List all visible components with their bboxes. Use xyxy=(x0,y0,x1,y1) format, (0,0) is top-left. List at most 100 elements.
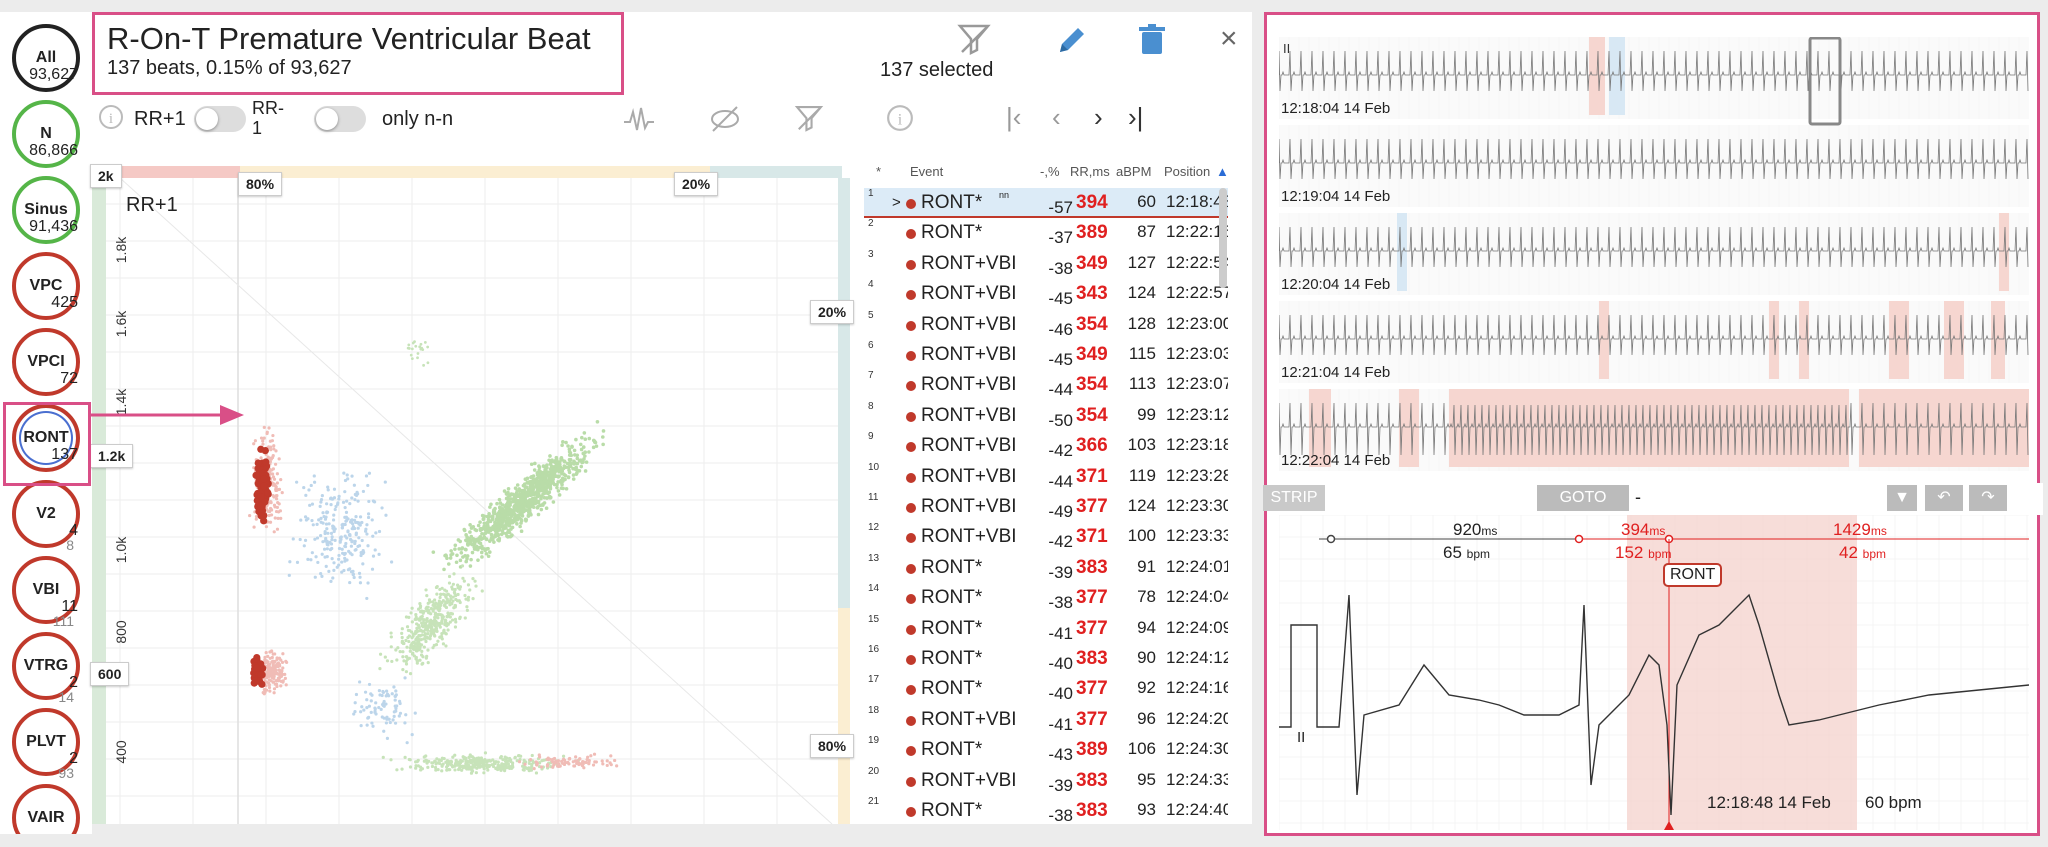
table-row[interactable]: 16 RONT* -40 383 90 12:24:12 xyxy=(864,644,1228,674)
category-vair[interactable]: VAIR xyxy=(12,784,80,834)
info-icon[interactable]: i xyxy=(886,104,914,132)
goto-button[interactable]: GOTO xyxy=(1537,485,1629,511)
scatter-point xyxy=(266,660,270,664)
dropdown-icon[interactable]: ▼ xyxy=(1887,485,1917,511)
scatter-point xyxy=(418,604,423,608)
scatter-point xyxy=(319,520,323,524)
scatter-point xyxy=(448,761,452,765)
rr1-toggle[interactable] xyxy=(194,106,246,132)
table-row[interactable]: 18 RONT+VBI -41 377 96 12:24:20 xyxy=(864,705,1228,735)
table-row[interactable]: 10 RONT+VBI -44 371 119 12:23:28 xyxy=(864,462,1228,492)
trash-icon[interactable] xyxy=(1132,20,1172,60)
only-nn-toggle[interactable] xyxy=(314,106,366,132)
col-pct[interactable]: -,% xyxy=(1040,164,1060,179)
sort-asc-icon[interactable]: ▲ xyxy=(1216,164,1228,179)
category-subcount: 93 xyxy=(58,765,74,781)
last-page-icon[interactable]: ›| xyxy=(1128,102,1144,132)
rrm1-label: RR- 1 xyxy=(252,98,284,138)
category-vbi[interactable]: VBI 11 111 xyxy=(12,556,80,629)
scatter-point xyxy=(374,701,378,705)
col-position[interactable]: Position xyxy=(1164,164,1211,179)
scatter-point xyxy=(407,347,411,350)
strip-timestamp: 12:18:04 14 Feb xyxy=(1281,100,1390,117)
hide-icon[interactable] xyxy=(708,102,742,136)
strip-button[interactable]: STRIP xyxy=(1263,485,1325,511)
col-event[interactable]: Event xyxy=(910,164,944,179)
scatter-point xyxy=(471,576,475,581)
beat-detail-view[interactable] xyxy=(1279,515,2029,830)
scatter-point xyxy=(425,594,429,598)
scatter-point xyxy=(529,758,533,762)
scatter-point xyxy=(531,761,535,765)
table-scrollbar[interactable] xyxy=(1219,188,1227,288)
ecg-strips[interactable]: 12:18:04 14 Feb 12:19:04 14 Feb 12:20:04 1… xyxy=(1279,37,2029,477)
category-n[interactable]: N 86,866 xyxy=(12,100,80,168)
scatter-point xyxy=(446,628,450,632)
table-row[interactable]: 13 RONT* -39 383 91 12:24:01 xyxy=(864,553,1228,583)
scatter-point xyxy=(352,483,356,487)
table-row[interactable]: 14 RONT* -38 377 78 12:24:04 xyxy=(864,583,1228,613)
table-row[interactable]: 17 RONT* -40 377 92 12:24:16 xyxy=(864,674,1228,704)
category-sinus[interactable]: Sinus 91,436 xyxy=(12,176,80,244)
table-row[interactable]: 19 RONT* -43 389 106 12:24:30 xyxy=(864,735,1228,765)
info-icon[interactable]: i xyxy=(98,104,124,130)
scatter-point xyxy=(415,636,419,640)
table-row[interactable]: 7 RONT+VBI -44 354 113 12:23:07 xyxy=(864,370,1228,400)
scatter-canvas[interactable]: 1.8k 1.6k 1.4k 1.0k 800 400 xyxy=(92,152,852,824)
table-row[interactable]: 9 RONT+VBI -42 366 103 12:23:18 xyxy=(864,431,1228,461)
scatter-point xyxy=(306,557,310,562)
next-icon[interactable]: › xyxy=(1094,102,1103,132)
filter-off-icon[interactable] xyxy=(954,20,994,60)
category-vtrg[interactable]: VTRG 2 14 xyxy=(12,632,80,705)
first-page-icon[interactable]: |‹ xyxy=(1006,102,1022,132)
rr-scatter-plot[interactable]: 1.8k 1.6k 1.4k 1.0k 800 400 2k 80% 20% 20% 80… xyxy=(90,152,855,824)
table-row[interactable]: 3 RONT+VBI -38 349 127 12:22:54 xyxy=(864,249,1228,279)
scatter-point xyxy=(551,474,556,479)
edit-icon[interactable] xyxy=(1052,20,1092,60)
filter-off-icon[interactable] xyxy=(792,102,826,136)
pct-value: -41 xyxy=(1048,623,1073,643)
table-row[interactable]: 1 > RONT* nn -57 394 60 12:18:48 xyxy=(864,188,1228,218)
waveform-icon[interactable] xyxy=(622,102,656,136)
table-row[interactable]: 5 RONT+VBI -46 354 128 12:23:00 xyxy=(864,310,1228,340)
rr-value: 383 xyxy=(1076,556,1108,578)
table-row[interactable]: 4 RONT+VBI -45 343 124 12:22:57 xyxy=(864,279,1228,309)
col-bpm[interactable]: aBPM xyxy=(1116,164,1152,179)
strip-cursor[interactable] xyxy=(1808,37,1842,126)
table-row[interactable]: 2 RONT* -37 389 87 12:22:15 xyxy=(864,218,1228,248)
prev-icon[interactable]: ‹ xyxy=(1052,102,1061,132)
scatter-point xyxy=(383,655,387,659)
category-plvt[interactable]: PLVT 2 93 xyxy=(12,708,80,781)
rr-value: 371 xyxy=(1076,526,1108,548)
col-rr[interactable]: RR,ms xyxy=(1070,164,1110,179)
scatter-point xyxy=(539,507,544,512)
scatter-point xyxy=(370,518,374,522)
beat-label[interactable]: RONT xyxy=(1663,563,1723,587)
goto-value[interactable]: - xyxy=(1635,487,1641,507)
table-row[interactable]: 11 RONT+VBI -49 377 124 12:23:30 xyxy=(864,492,1228,522)
table-row[interactable]: 21 RONT* -38 383 93 12:24:40 xyxy=(864,796,1228,824)
scatter-point xyxy=(329,503,333,507)
category-ront[interactable]: RONT 137 xyxy=(12,404,80,472)
pct-value: -42 xyxy=(1048,441,1073,461)
table-row[interactable]: 15 RONT* -41 377 94 12:24:09 xyxy=(864,614,1228,644)
category-v2[interactable]: V2 4 8 xyxy=(12,480,80,553)
scatter-point xyxy=(412,654,417,658)
undo-icon[interactable]: ↶ xyxy=(1925,485,1963,511)
scatter-point xyxy=(273,462,278,466)
pct-value: -44 xyxy=(1048,380,1073,400)
category-all[interactable]: All 93,627 xyxy=(12,24,80,92)
scatter-point xyxy=(522,766,527,770)
redo-icon[interactable]: ↷ xyxy=(1969,485,2007,511)
category-vpci[interactable]: VPCI 72 xyxy=(12,328,80,396)
pct-value: -57 xyxy=(1048,198,1073,217)
table-row[interactable]: 8 RONT+VBI -50 354 99 12:23:12 xyxy=(864,401,1228,431)
table-row[interactable]: 6 RONT+VBI -45 349 115 12:23:03 xyxy=(864,340,1228,370)
table-row[interactable]: 20 RONT+VBI -39 383 95 12:24:33 xyxy=(864,766,1228,796)
scatter-point xyxy=(298,537,302,542)
rr-value: 383 xyxy=(1076,800,1108,821)
category-vpc[interactable]: VPC 425 xyxy=(12,252,80,320)
table-row[interactable]: 12 RONT+VBI -42 371 100 12:23:33 xyxy=(864,522,1228,552)
close-icon[interactable]: × xyxy=(1220,22,1238,55)
scatter-point xyxy=(594,760,598,764)
